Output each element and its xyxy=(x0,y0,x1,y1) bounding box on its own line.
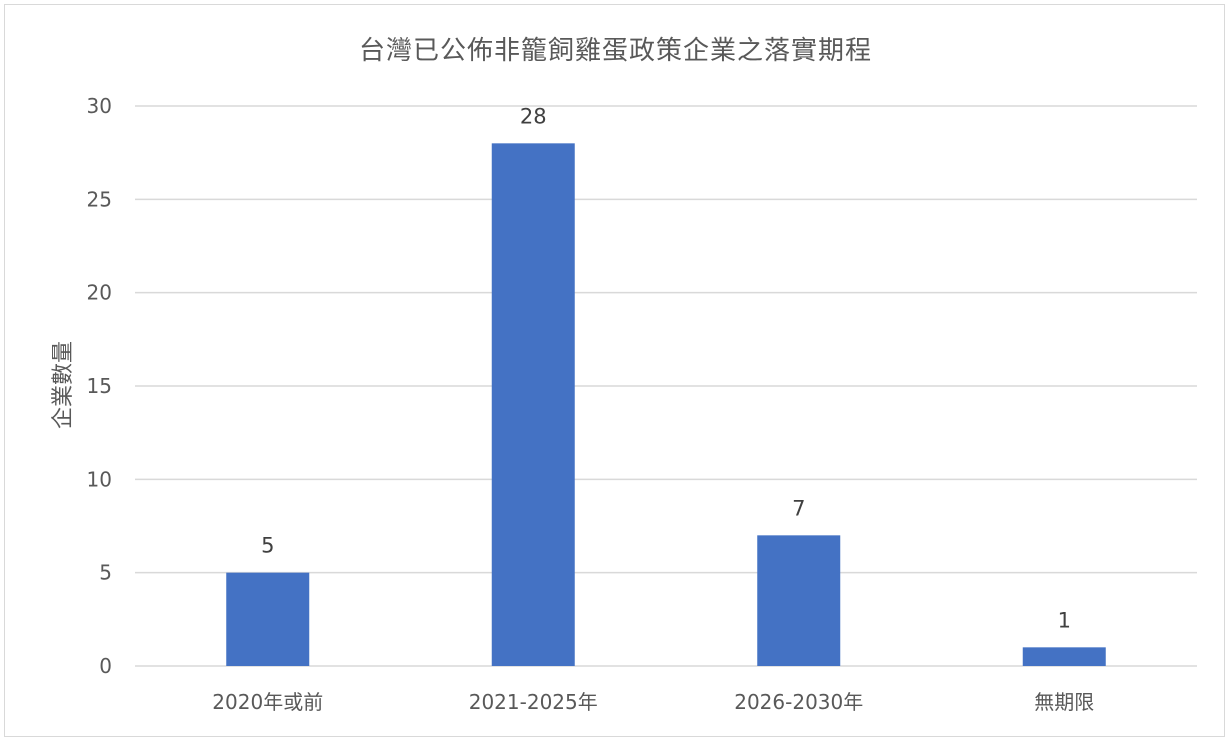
data-label: 28 xyxy=(520,104,547,128)
bar-2 xyxy=(757,535,841,666)
data-label: 7 xyxy=(792,496,805,520)
x-category-label: 2020年或前 xyxy=(212,690,323,714)
y-tick-label: 15 xyxy=(87,374,112,398)
y-tick-label: 30 xyxy=(87,94,112,118)
data-label: 1 xyxy=(1058,608,1071,632)
y-tick-label: 10 xyxy=(87,467,112,491)
bar-3 xyxy=(1022,647,1106,666)
x-category-label: 2021-2025年 xyxy=(469,690,598,714)
data-labels: 5 28 7 1 xyxy=(261,104,1071,632)
chart-frame xyxy=(4,4,1225,737)
y-tick-label: 25 xyxy=(87,187,112,211)
chart-title: 台灣已公佈非籠飼雞蛋政策企業之落實期程 xyxy=(358,36,872,66)
data-label: 5 xyxy=(261,534,274,558)
y-tick-label: 20 xyxy=(87,281,112,305)
bar-1 xyxy=(491,143,575,667)
y-tick-label: 5 xyxy=(99,561,112,585)
y-axis-ticks: 0 5 10 15 20 25 30 xyxy=(87,94,112,678)
bars xyxy=(226,143,1106,667)
gridlines xyxy=(135,105,1197,667)
y-tick-label: 0 xyxy=(99,654,112,678)
x-axis-categories: 2020年或前 2021-2025年 2026-2030年 無期限 xyxy=(212,690,1094,714)
bar-0 xyxy=(226,572,310,666)
x-category-label: 無期限 xyxy=(1034,690,1094,714)
x-category-label: 2026-2030年 xyxy=(734,690,863,714)
y-axis-title: 企業數量 xyxy=(51,341,76,429)
